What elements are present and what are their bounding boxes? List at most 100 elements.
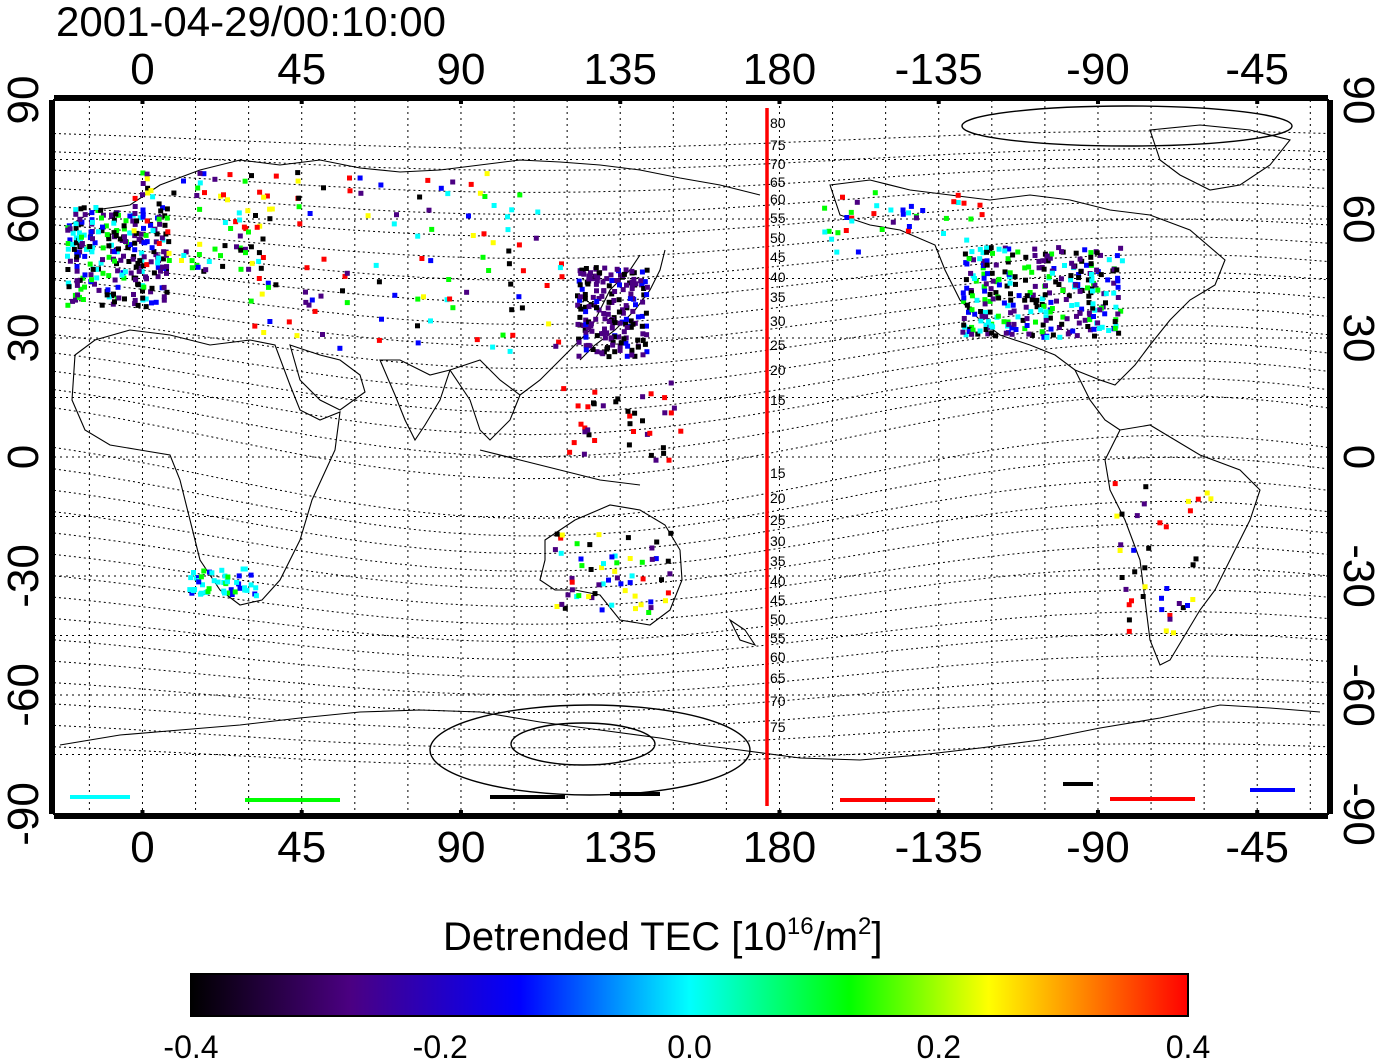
tec-point bbox=[983, 322, 989, 328]
tec-point bbox=[1041, 266, 1047, 272]
tec-point bbox=[984, 258, 990, 264]
magnetic-latitude-contour bbox=[54, 324, 1328, 392]
tec-point bbox=[1033, 319, 1038, 325]
tec-point bbox=[822, 229, 828, 235]
tec-point bbox=[996, 282, 1002, 288]
tec-point bbox=[1129, 598, 1134, 604]
tec-point bbox=[143, 276, 149, 282]
tec-point bbox=[149, 245, 155, 251]
tec-point bbox=[1033, 300, 1039, 306]
tec-point bbox=[1020, 317, 1026, 323]
tec-point bbox=[983, 327, 989, 332]
tec-point bbox=[1095, 287, 1101, 293]
tec-point bbox=[1013, 281, 1018, 287]
tec-point bbox=[446, 277, 452, 282]
tec-point bbox=[594, 305, 599, 311]
tec-point bbox=[132, 301, 138, 307]
tec-point bbox=[571, 440, 577, 446]
tec-point bbox=[256, 276, 262, 281]
tec-point bbox=[665, 590, 671, 596]
tec-point bbox=[969, 249, 975, 255]
tec-point bbox=[663, 598, 668, 604]
tec-point bbox=[1042, 292, 1048, 298]
tec-point bbox=[318, 293, 324, 299]
tec-point bbox=[135, 302, 141, 308]
tec-point bbox=[95, 229, 101, 235]
tec-point bbox=[583, 266, 589, 271]
tec-point bbox=[100, 224, 105, 230]
tec-point bbox=[633, 302, 638, 308]
tec-point bbox=[486, 268, 492, 273]
tec-point bbox=[1195, 496, 1201, 502]
magnetic-latitude-label: 35 bbox=[770, 553, 786, 569]
tec-point bbox=[1159, 595, 1164, 601]
tec-point bbox=[89, 217, 95, 223]
tec-point bbox=[99, 228, 105, 234]
tec-point bbox=[240, 566, 246, 572]
tec-point bbox=[629, 286, 635, 291]
tec-point bbox=[1126, 602, 1132, 608]
tec-point bbox=[648, 605, 654, 611]
tec-point bbox=[312, 308, 318, 314]
tec-point bbox=[982, 297, 988, 303]
frame-left-bar bbox=[49, 100, 54, 814]
tec-point bbox=[855, 249, 861, 255]
tec-point bbox=[979, 313, 985, 319]
tec-point bbox=[961, 295, 967, 301]
tec-point bbox=[592, 389, 598, 395]
tec-point bbox=[140, 288, 145, 294]
tec-point bbox=[989, 330, 995, 336]
tec-point bbox=[654, 539, 660, 545]
tec-point bbox=[1087, 327, 1093, 333]
tec-point bbox=[445, 191, 451, 197]
tec-point bbox=[1098, 272, 1104, 278]
tec-point bbox=[379, 316, 384, 322]
tec-point bbox=[1007, 270, 1013, 276]
latitude-label: 60 bbox=[1334, 195, 1376, 244]
tec-point bbox=[647, 430, 653, 436]
tec-point bbox=[586, 278, 592, 284]
tec-point bbox=[627, 556, 633, 561]
tec-point bbox=[979, 212, 985, 218]
tec-point bbox=[1091, 326, 1097, 332]
longitude-label: -90 bbox=[1066, 823, 1130, 872]
tec-point bbox=[623, 267, 629, 273]
tec-point bbox=[245, 208, 251, 214]
tec-point bbox=[600, 403, 606, 409]
tec-point bbox=[644, 284, 650, 290]
tec-point bbox=[140, 263, 146, 269]
tec-point bbox=[985, 331, 991, 337]
arabia-outline bbox=[289, 344, 366, 411]
tec-point bbox=[1086, 300, 1092, 306]
longitude-label: 45 bbox=[277, 823, 326, 872]
tec-point bbox=[1024, 323, 1030, 328]
longitude-label: 90 bbox=[436, 823, 485, 872]
tec-point bbox=[644, 323, 649, 329]
longitude-label: -45 bbox=[1225, 45, 1289, 94]
tec-point bbox=[1022, 326, 1028, 332]
tec-point bbox=[1096, 326, 1102, 331]
tec-point bbox=[667, 571, 673, 577]
tec-point bbox=[65, 302, 71, 308]
tec-point bbox=[576, 336, 582, 342]
tec-point bbox=[161, 294, 167, 300]
tec-point bbox=[1099, 324, 1105, 330]
tec-point bbox=[77, 249, 83, 255]
tec-point bbox=[961, 298, 967, 304]
tec-point bbox=[1102, 311, 1108, 317]
tec-point bbox=[161, 249, 167, 255]
tec-point bbox=[92, 240, 98, 246]
tec-point bbox=[993, 262, 999, 268]
tec-point bbox=[179, 258, 184, 263]
tec-point bbox=[78, 286, 84, 292]
tec-point bbox=[599, 293, 605, 299]
tec-point bbox=[1163, 628, 1169, 634]
tec-point bbox=[242, 178, 248, 184]
tec-point bbox=[1114, 513, 1120, 519]
tec-point bbox=[306, 302, 312, 308]
tec-point bbox=[629, 573, 635, 579]
tec-point bbox=[155, 274, 161, 280]
magnetic-latitude-label: 30 bbox=[770, 313, 786, 329]
tec-point bbox=[1073, 250, 1079, 256]
tec-point bbox=[122, 296, 127, 302]
